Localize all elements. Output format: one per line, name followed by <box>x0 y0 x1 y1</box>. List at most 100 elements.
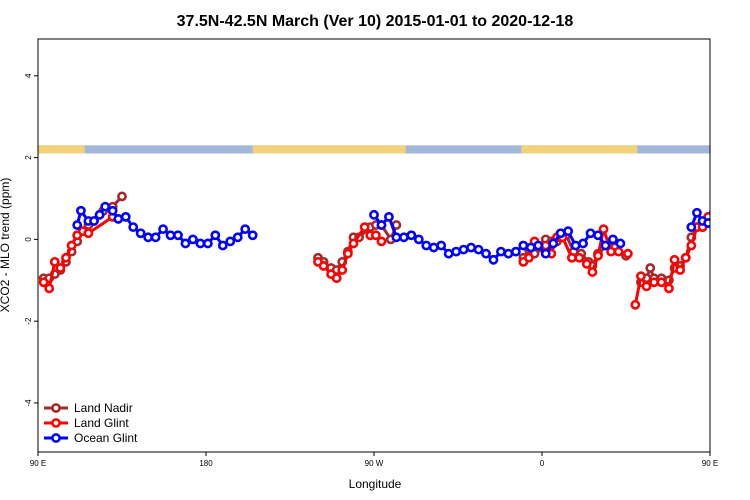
data-point <box>232 232 243 243</box>
data-point <box>496 246 506 257</box>
x-tick-label-1: 180 <box>199 459 213 468</box>
data-point <box>669 254 680 265</box>
data-point <box>66 240 77 251</box>
data-point <box>76 205 86 216</box>
data-point <box>225 236 236 247</box>
data-point <box>150 232 161 243</box>
y-axis-label: XCO2 - MLO trend (ppm) <box>0 178 12 313</box>
data-point <box>593 230 603 241</box>
data-point <box>524 252 534 263</box>
data-point <box>466 242 476 253</box>
data-point <box>615 238 626 249</box>
data-point <box>359 222 370 232</box>
series-layer <box>38 191 723 310</box>
data-point <box>716 193 723 200</box>
data-point <box>398 232 409 243</box>
data-point <box>94 209 105 220</box>
data-point <box>481 248 491 259</box>
data-point <box>598 224 609 235</box>
data-point <box>44 283 55 294</box>
data-point <box>384 211 394 222</box>
data-point <box>128 222 139 232</box>
x-axis-label: Longitude <box>349 477 402 491</box>
legend-label-1: Land Glint <box>74 416 129 430</box>
data-point <box>563 226 574 237</box>
data-point <box>188 234 198 245</box>
data-point <box>173 230 183 241</box>
data-point <box>318 261 329 271</box>
data-point <box>337 265 348 275</box>
data-point <box>451 246 462 257</box>
y-tick-label-3: 2 <box>24 155 33 160</box>
series-ocean-glint <box>72 201 710 265</box>
data-point <box>348 238 359 249</box>
data-point <box>391 232 402 243</box>
data-point <box>100 201 111 212</box>
land-band-1 <box>252 145 406 154</box>
x-tick-label-0: 90 E <box>30 459 46 468</box>
land-band-0 <box>38 145 85 154</box>
data-point <box>49 256 60 267</box>
data-point <box>574 252 585 263</box>
data-point <box>578 238 588 249</box>
data-point <box>376 220 387 230</box>
data-point <box>89 216 99 226</box>
land-ocean-strip <box>38 145 710 154</box>
data-point <box>38 277 49 288</box>
data-point <box>593 250 603 261</box>
data-point <box>641 281 652 292</box>
data-point <box>83 228 94 239</box>
x-tick-label-2: 90 W <box>365 459 384 468</box>
chart-title: 37.5N-42.5N March (Ver 10) 2015-01-01 to… <box>177 13 574 30</box>
data-point <box>510 246 521 257</box>
data-point <box>113 214 124 224</box>
data-point <box>55 263 66 273</box>
data-point <box>210 230 221 241</box>
data-point <box>240 224 251 235</box>
data-point <box>428 242 439 253</box>
data-point <box>686 222 697 232</box>
data-point <box>217 240 228 251</box>
data-point <box>692 207 702 218</box>
data-point <box>165 230 176 241</box>
land-band-2 <box>521 145 638 154</box>
data-point <box>158 224 168 235</box>
data-point <box>540 248 551 259</box>
data-point <box>117 191 127 202</box>
x-tick-label-3: 0 <box>540 459 545 468</box>
legend-marker-1 <box>51 418 61 428</box>
data-point <box>686 240 697 251</box>
data-point <box>581 259 592 269</box>
data-point <box>421 240 432 251</box>
data-point <box>585 228 596 239</box>
data-point <box>180 238 191 249</box>
data-point <box>72 220 83 230</box>
data-point <box>636 271 646 282</box>
y-tick-label-1: -2 <box>24 317 33 325</box>
y-tick-label-4: 4 <box>24 73 33 78</box>
data-point <box>120 211 131 222</box>
data-point <box>708 209 710 216</box>
data-point <box>555 228 566 239</box>
data-point <box>716 213 723 220</box>
data-point <box>645 263 656 273</box>
y-tick-label-2: 0 <box>24 237 33 242</box>
data-point <box>413 234 424 245</box>
data-point <box>533 240 544 251</box>
data-point <box>331 273 342 284</box>
data-point <box>649 277 659 288</box>
legend-marker-0 <box>51 403 61 413</box>
x-axis: 90 E 180 90 W 0 90 E <box>30 452 718 468</box>
data-point <box>202 238 213 249</box>
data-point <box>608 234 618 245</box>
data-point <box>107 205 118 216</box>
data-point <box>370 230 381 241</box>
data-point <box>664 283 674 294</box>
x-tick-label-4: 90 E <box>702 459 718 468</box>
data-point <box>548 238 559 249</box>
legend-label-2: Ocean Glint <box>74 431 138 445</box>
data-point <box>587 267 598 277</box>
data-point <box>525 242 536 253</box>
